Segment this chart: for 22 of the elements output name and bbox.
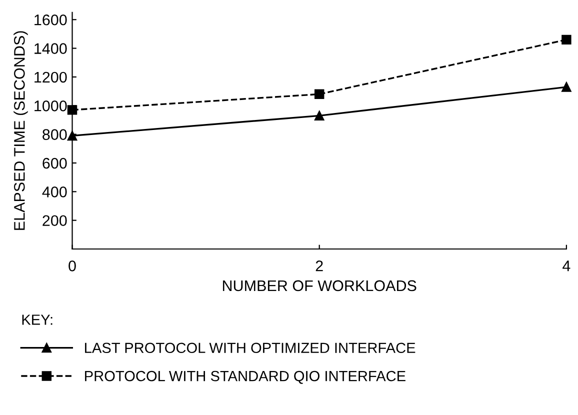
y-tick-label: 1000 [34,100,67,112]
y-tick-label: 400 [42,186,67,198]
legend-title: KEY: [22,314,52,325]
y-tick-label: 800 [42,129,67,140]
point [67,130,78,141]
y-axis-title: ELAPSED TIME (SECONDS) [14,31,28,230]
x-tick-label: 0 [68,260,76,272]
legend-label: LAST PROTOCOL WITH OPTIMIZED INTERFACE [85,342,416,354]
y-tick-label: 1200 [34,72,67,83]
point [314,89,324,100]
y-tick-label: 600 [42,158,67,169]
y-tick-label: 1400 [34,43,67,54]
legend-label: PROTOCOL WITH STANDARD QIO INTERFACE [85,370,406,384]
point [562,34,572,45]
x-tick-label: 4 [562,260,570,272]
y-tick-label: 200 [42,215,67,226]
x-axis-title: NUMBER OF WORKLOADS [222,280,416,292]
y-tick-label: 1600 [34,14,67,26]
x-tick-label: 2 [316,260,323,272]
point [314,110,324,121]
point [67,105,78,115]
point [562,82,572,92]
